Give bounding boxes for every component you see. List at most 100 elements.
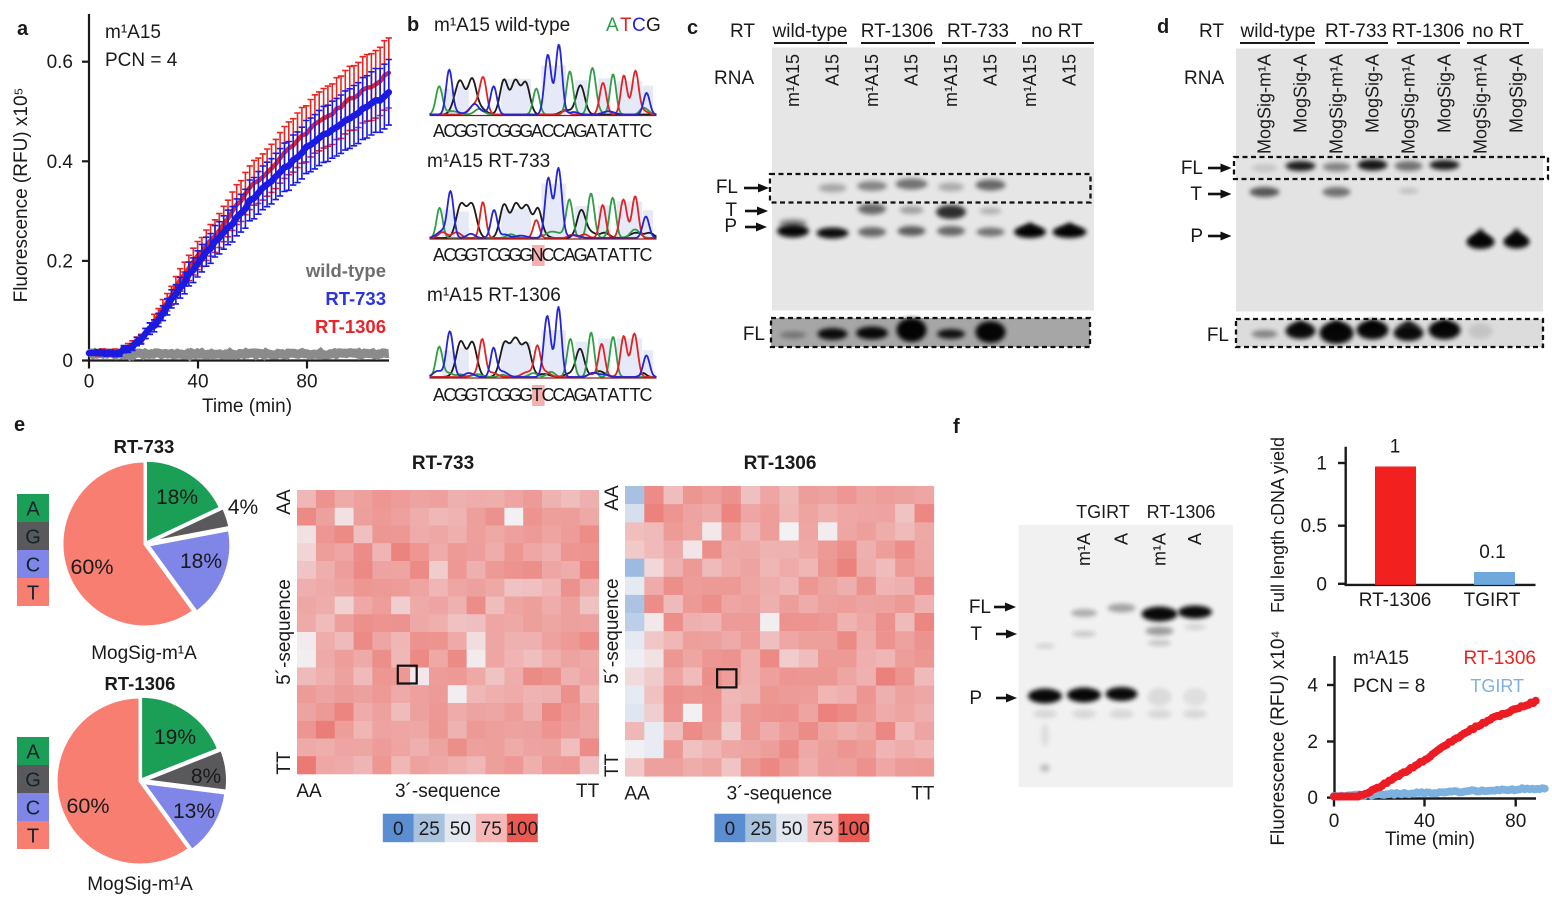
svg-text:G: G [519,385,533,405]
svg-text:G: G [519,121,533,141]
svg-text:PCN = 8: PCN = 8 [1353,676,1425,697]
svg-text:A: A [607,245,619,265]
svg-text:G: G [497,385,511,405]
svg-text:G: G [574,385,588,405]
svg-text:RNA: RNA [714,68,754,89]
svg-text:3´-sequence: 3´-sequence [395,781,501,802]
svg-text:C: C [640,121,653,141]
svg-text:G: G [25,527,41,549]
svg-text:e: e [14,414,25,436]
svg-text:75: 75 [481,819,502,840]
svg-text:A: A [433,245,445,265]
svg-text:25: 25 [750,819,771,840]
svg-text:MogSig-A: MogSig-A [1507,54,1527,133]
svg-text:wild-type: wild-type [1240,21,1316,42]
svg-text:AA: AA [602,485,623,511]
svg-text:m¹A15 wild-type: m¹A15 wild-type [434,15,570,36]
svg-text:G: G [465,121,479,141]
svg-text:RT-1306: RT-1306 [1147,502,1216,522]
svg-text:TT: TT [911,783,935,804]
svg-text:Time (min): Time (min) [1385,829,1475,850]
svg-text:Time (min): Time (min) [202,396,292,417]
svg-text:0: 0 [725,819,736,840]
svg-text:m¹A: m¹A [1074,533,1094,566]
svg-text:P: P [969,688,982,709]
svg-text:RT-733: RT-733 [1325,21,1387,42]
svg-text:0: 0 [1329,811,1340,832]
svg-text:3´-sequence: 3´-sequence [727,783,833,804]
svg-text:T: T [619,245,630,265]
svg-text:T: T [27,826,39,848]
svg-text:T: T [597,385,608,405]
svg-text:m¹A15: m¹A15 [862,54,882,107]
svg-text:T: T [597,245,608,265]
svg-text:T: T [630,245,641,265]
svg-text:T: T [27,583,39,605]
svg-text:AA: AA [296,781,322,802]
svg-text:0.2: 0.2 [47,251,73,272]
svg-text:A: A [433,121,445,141]
svg-text:MogSig-m¹A: MogSig-m¹A [87,874,193,895]
svg-text:C: C [552,245,565,265]
svg-text:RT: RT [1199,21,1224,42]
svg-text:G: G [519,245,533,265]
svg-text:A15: A15 [902,54,922,86]
svg-text:A: A [607,121,619,141]
svg-text:G: G [454,385,468,405]
svg-text:100: 100 [838,819,870,840]
svg-text:0.1: 0.1 [1479,542,1505,563]
svg-text:1: 1 [1316,454,1327,475]
svg-text:RT-733: RT-733 [114,436,175,457]
svg-text:MogSig-A: MogSig-A [1435,54,1455,133]
svg-text:T: T [725,200,737,221]
svg-text:80: 80 [1505,811,1526,832]
svg-text:m¹A15: m¹A15 [1353,648,1409,669]
svg-text:FL: FL [969,597,991,618]
svg-text:RT-733: RT-733 [947,21,1009,42]
svg-text:G: G [465,385,479,405]
svg-text:C: C [443,385,456,405]
svg-text:0: 0 [1316,574,1327,595]
svg-text:A15: A15 [981,54,1001,86]
svg-text:A: A [26,742,40,764]
svg-text:MogSig-m¹A: MogSig-m¹A [91,643,197,664]
svg-text:m¹A15: m¹A15 [1020,54,1040,107]
svg-text:19%: 19% [154,726,196,749]
svg-text:b: b [407,14,419,36]
svg-text:0: 0 [1307,788,1318,809]
svg-text:T: T [630,385,641,405]
svg-text:0.4: 0.4 [47,152,74,173]
svg-text:MogSig-A: MogSig-A [1363,54,1383,133]
svg-text:a: a [17,18,29,40]
svg-text:f: f [953,416,960,438]
svg-text:A: A [1112,533,1132,545]
svg-text:80: 80 [296,372,317,393]
svg-text:RT-1306: RT-1306 [315,316,386,337]
svg-text:C: C [443,121,456,141]
svg-text:C: C [487,245,500,265]
svg-text:TT: TT [274,751,295,775]
svg-text:0: 0 [84,372,95,393]
svg-text:C: C [541,245,554,265]
svg-text:wild-type: wild-type [772,21,848,42]
svg-text:FL: FL [1181,158,1203,179]
svg-text:18%: 18% [180,550,222,573]
svg-text:RNA: RNA [1184,68,1224,89]
svg-text:T: T [477,245,488,265]
svg-text:50: 50 [781,819,802,840]
svg-text:C: C [487,385,500,405]
svg-text:C: C [640,385,653,405]
svg-text:RT-1306: RT-1306 [1392,21,1465,42]
svg-text:T: T [597,121,608,141]
svg-text:RT-1306: RT-1306 [1359,590,1432,611]
svg-text:TT: TT [602,753,623,777]
svg-text:C: C [552,121,565,141]
svg-text:13%: 13% [173,800,215,823]
svg-text:8%: 8% [191,765,221,788]
svg-text:A: A [26,499,40,521]
svg-text:RT-733: RT-733 [325,288,386,309]
svg-text:G: G [454,245,468,265]
svg-text:A: A [606,15,619,36]
svg-text:C: C [632,15,646,36]
svg-text:40: 40 [187,372,208,393]
